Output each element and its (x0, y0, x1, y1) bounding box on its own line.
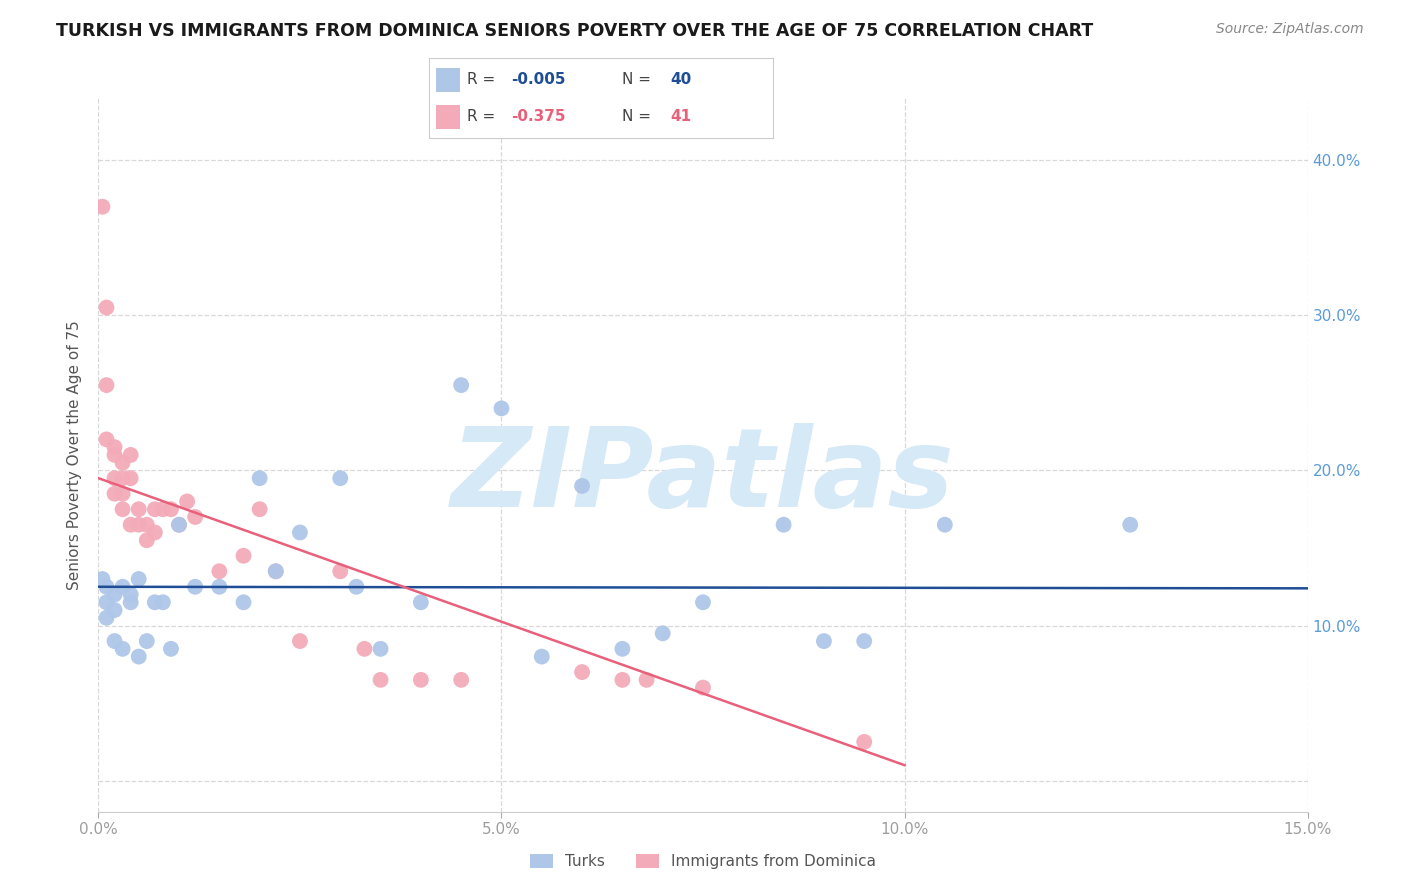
Point (160, 502, 183, 516)
Point (103, 603, 125, 617)
Point (91, 200, 114, 214)
Text: 40: 40 (671, 72, 692, 87)
Legend: Turks, Immigrants from Dominica: Turks, Immigrants from Dominica (524, 848, 882, 875)
Point (143, 502, 166, 516)
Point (128, 502, 150, 516)
Point (208, 564, 231, 578)
Text: ZIPatlas: ZIPatlas (451, 423, 955, 530)
Point (103, 588, 125, 602)
Point (636, 673, 658, 687)
Point (96, 301, 118, 315)
Point (111, 502, 134, 516)
Point (329, 564, 352, 578)
Point (167, 517, 190, 532)
Point (152, 595, 174, 609)
Point (120, 588, 142, 602)
Point (128, 517, 150, 532)
Point (96, 433, 118, 447)
Point (571, 665, 593, 679)
Point (103, 486, 125, 500)
Text: N =: N = (621, 109, 651, 124)
Text: -0.375: -0.375 (512, 109, 567, 124)
Point (111, 580, 134, 594)
Point (853, 735, 876, 749)
Point (344, 580, 367, 594)
Point (111, 456, 134, 470)
Point (176, 494, 198, 508)
Point (934, 517, 956, 532)
Point (103, 634, 125, 648)
Point (651, 626, 673, 640)
Point (128, 572, 150, 586)
Point (232, 595, 254, 609)
Text: 41: 41 (671, 109, 692, 124)
Point (232, 549, 254, 563)
Point (111, 471, 134, 485)
Text: TURKISH VS IMMIGRANTS FROM DOMINICA SENIORS POVERTY OVER THE AGE OF 75 CORRELATI: TURKISH VS IMMIGRANTS FROM DOMINICA SENI… (56, 22, 1094, 40)
Text: R =: R = (467, 72, 495, 87)
Point (409, 595, 432, 609)
Point (120, 471, 142, 485)
Point (264, 564, 287, 578)
Point (111, 486, 134, 500)
Point (96, 595, 118, 609)
Point (152, 502, 174, 516)
Point (96, 611, 118, 625)
Point (249, 502, 271, 516)
Point (128, 649, 150, 664)
Point (96, 580, 118, 594)
Point (103, 471, 125, 485)
Point (491, 401, 513, 416)
Point (450, 673, 472, 687)
FancyBboxPatch shape (436, 68, 460, 92)
Point (120, 595, 142, 609)
Point (184, 510, 207, 524)
Point (167, 517, 190, 532)
Point (288, 634, 311, 648)
Point (353, 641, 375, 656)
Text: N =: N = (621, 72, 651, 87)
Point (772, 517, 794, 532)
Point (530, 649, 553, 664)
Point (249, 471, 271, 485)
Point (96, 378, 118, 392)
Point (612, 673, 634, 687)
Point (135, 634, 157, 648)
Point (692, 681, 714, 695)
Point (111, 641, 134, 656)
Point (450, 378, 472, 392)
Point (813, 634, 835, 648)
Point (409, 673, 432, 687)
Text: R =: R = (467, 109, 495, 124)
Point (571, 479, 593, 493)
Point (120, 448, 142, 462)
FancyBboxPatch shape (436, 104, 460, 128)
Point (288, 525, 311, 540)
Point (329, 471, 352, 485)
Point (612, 641, 634, 656)
Point (91, 572, 114, 586)
Point (120, 517, 142, 532)
Point (264, 564, 287, 578)
Y-axis label: Seniors Poverty Over the Age of 75: Seniors Poverty Over the Age of 75 (67, 320, 83, 590)
Point (370, 673, 392, 687)
Point (184, 580, 207, 594)
Point (853, 634, 876, 648)
Text: -0.005: -0.005 (512, 72, 567, 87)
Point (692, 595, 714, 609)
Point (135, 533, 157, 548)
Point (143, 525, 166, 540)
Point (370, 641, 392, 656)
Point (103, 448, 125, 462)
Point (103, 440, 125, 454)
Point (1119, 517, 1142, 532)
Point (160, 641, 183, 656)
Point (143, 595, 166, 609)
Text: Source: ZipAtlas.com: Source: ZipAtlas.com (1216, 22, 1364, 37)
Point (208, 580, 231, 594)
Point (135, 517, 157, 532)
